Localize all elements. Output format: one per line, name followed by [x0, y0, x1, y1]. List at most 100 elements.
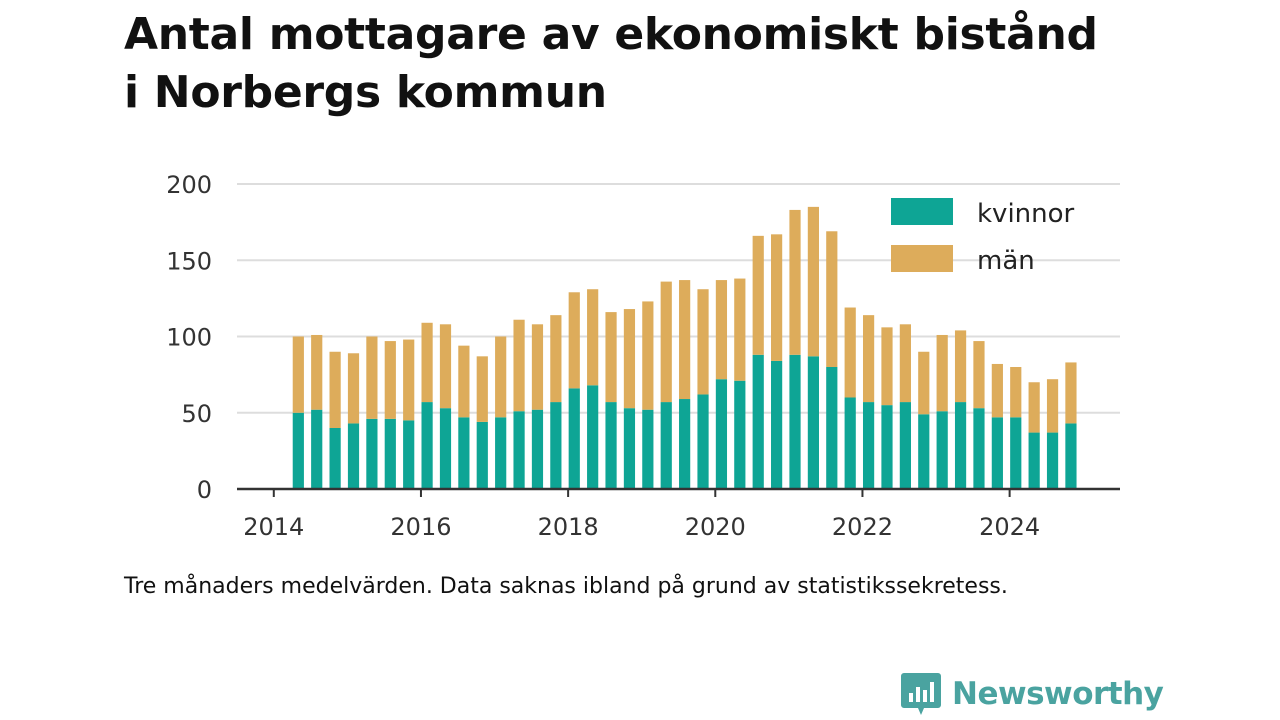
bar-man: [329, 351, 341, 428]
bar-man: [679, 280, 691, 400]
bar-kvinnor: [421, 402, 433, 489]
bar-man: [495, 336, 507, 418]
bar-man: [458, 345, 470, 418]
bar-man: [752, 235, 764, 355]
bar-kvinnor: [439, 408, 452, 489]
bar-man: [918, 351, 930, 415]
bar-kvinnor: [936, 411, 948, 489]
bar-man: [347, 353, 360, 424]
x-tick-label: 2014: [243, 513, 304, 541]
legend-swatch-man: [891, 245, 953, 272]
bar-kvinnor: [752, 354, 764, 489]
bar-kvinnor: [568, 388, 580, 489]
bar-kvinnor: [991, 417, 1003, 489]
y-tick-label: 50: [181, 400, 212, 428]
bar-man: [936, 334, 948, 412]
bar-kvinnor: [605, 402, 617, 489]
bar-man: [899, 324, 911, 403]
bar-man: [292, 336, 304, 413]
bar-man: [311, 334, 323, 410]
bar-man: [862, 315, 875, 403]
bar-kvinnor: [292, 412, 304, 489]
chart-title-line-1: Antal mottagare av ekonomiskt bistånd: [124, 9, 1098, 60]
legend-swatch-kvinnor: [891, 198, 953, 225]
brand-name: Newsworthy: [952, 676, 1164, 712]
legend-label: kvinnor: [977, 199, 1075, 229]
bar-kvinnor: [495, 417, 507, 489]
bar-man: [826, 231, 838, 367]
bar-kvinnor: [329, 428, 341, 489]
chart-footnote: Tre månaders medelvärden. Data saknas ib…: [124, 574, 1008, 599]
bar-kvinnor: [623, 408, 636, 489]
bar-kvinnor: [642, 409, 654, 489]
legend-label: män: [977, 246, 1035, 276]
bar-man: [697, 289, 709, 395]
bar-man: [531, 324, 544, 410]
bar-kvinnor: [715, 379, 728, 489]
bar-kvinnor: [531, 409, 544, 489]
bar-kvinnor: [807, 356, 820, 489]
y-tick-label: 150: [166, 247, 212, 275]
bar-kvinnor: [973, 408, 985, 489]
bar-man: [568, 292, 580, 389]
bar-kvinnor: [403, 420, 415, 489]
x-tick-label: 2024: [979, 513, 1040, 541]
bar-man: [660, 281, 672, 403]
bar-man: [715, 280, 728, 380]
bar-man: [476, 356, 488, 422]
bar-man: [1065, 362, 1077, 424]
bar-man: [734, 278, 746, 381]
x-tick-label: 2018: [538, 513, 599, 541]
bar-man: [1010, 367, 1022, 418]
bar-kvinnor: [347, 423, 360, 489]
bar-man: [844, 307, 856, 398]
y-tick-label: 0: [197, 476, 212, 504]
bar-man: [513, 319, 525, 412]
bar-man: [771, 234, 783, 361]
bar-man: [384, 341, 396, 419]
bar-kvinnor: [734, 380, 746, 489]
bar-kvinnor: [660, 402, 672, 489]
bar-kvinnor: [899, 402, 911, 489]
bar-kvinnor: [384, 418, 396, 489]
bar-kvinnor: [789, 354, 801, 489]
bar-kvinnor: [366, 418, 378, 489]
bar-man: [807, 206, 820, 357]
bar-kvinnor: [587, 385, 599, 489]
bar-kvinnor: [862, 402, 875, 489]
bar-man: [1046, 379, 1059, 433]
bar-kvinnor: [697, 394, 709, 489]
bar-man: [605, 312, 617, 403]
newsworthy-logo-icon: [901, 673, 941, 715]
brand-logo: Newsworthy: [900, 670, 1164, 718]
bar-man: [973, 341, 985, 409]
bar-kvinnor: [881, 405, 893, 489]
bar-man: [789, 209, 801, 355]
bar-kvinnor: [1010, 417, 1022, 489]
bar-kvinnor: [513, 411, 525, 489]
bar-kvinnor: [918, 414, 930, 489]
bar-kvinnor: [1046, 432, 1059, 489]
chart-title: Antal mottagare av ekonomiskt bistånd i …: [124, 6, 1224, 122]
bar-kvinnor: [1065, 423, 1077, 489]
bar-kvinnor: [458, 417, 470, 489]
bar-man: [421, 322, 433, 403]
bar-kvinnor: [771, 360, 783, 489]
bar-man: [991, 363, 1003, 418]
bar-man: [642, 301, 654, 410]
bar-man: [587, 289, 599, 386]
chart-title-line-2: i Norbergs kommun: [124, 67, 607, 118]
bar-kvinnor: [844, 397, 856, 489]
bar-man: [881, 327, 893, 406]
bar-man: [439, 324, 452, 409]
x-tick-label: 2016: [390, 513, 451, 541]
bar-man: [403, 339, 415, 421]
y-tick-label: 100: [166, 324, 212, 352]
bar-kvinnor: [311, 409, 323, 489]
bar-man: [366, 336, 378, 419]
bar-kvinnor: [679, 399, 691, 489]
bar-man: [954, 330, 967, 403]
y-tick-label: 200: [166, 171, 212, 199]
x-tick-label: 2022: [832, 513, 893, 541]
